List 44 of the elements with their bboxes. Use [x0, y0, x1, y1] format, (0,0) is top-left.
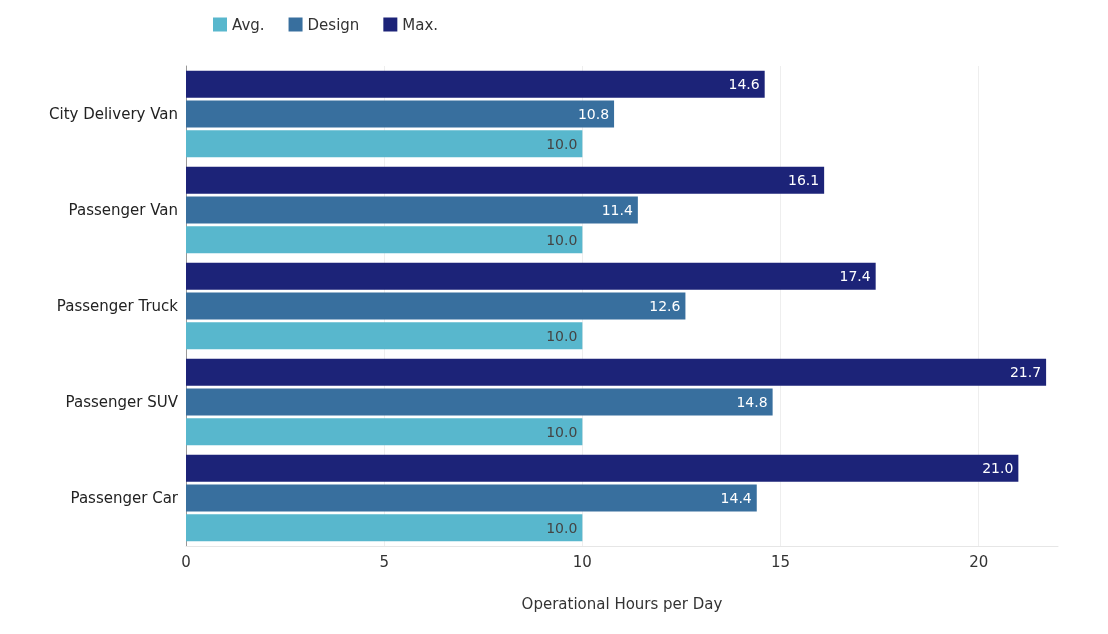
data-label: 11.4 [601, 202, 633, 218]
data-label: 10.0 [546, 423, 578, 440]
x-tick-label: 20 [969, 552, 989, 571]
x-tick-label: 5 [379, 552, 389, 571]
y-tick-label: Passenger Car [70, 489, 179, 507]
x-axis-title: Operational Hours per Day [521, 594, 723, 613]
data-label: 14.8 [736, 394, 768, 410]
y-tick-label: Passenger SUV [65, 393, 179, 411]
x-tick-label: 10 [572, 552, 592, 571]
bar [186, 292, 686, 320]
data-label: 12.6 [649, 298, 681, 314]
data-label: 21.0 [982, 460, 1014, 477]
data-label: 17.4 [839, 268, 871, 285]
bar [186, 418, 583, 446]
data-label: 10.0 [546, 231, 578, 248]
x-tick-label: 15 [771, 552, 791, 571]
bar [186, 226, 583, 254]
bar [186, 454, 1019, 482]
data-label: 10.0 [546, 135, 578, 152]
data-label: 10.0 [546, 519, 578, 536]
y-tick-label: Passenger Van [68, 201, 178, 219]
y-tick-label: City Delivery Van [49, 105, 178, 123]
data-label: 10.8 [577, 106, 610, 122]
legend-label: Design [307, 15, 360, 34]
bar [186, 262, 876, 290]
bar [186, 322, 583, 350]
bar [186, 100, 615, 128]
legend-label: Avg. [232, 15, 265, 34]
x-tick-label: 0 [181, 552, 191, 571]
bar [186, 70, 765, 98]
data-label: 10.0 [546, 327, 578, 344]
bar [186, 166, 825, 194]
legend-label: Max. [402, 15, 439, 34]
data-label: 21.7 [1009, 364, 1042, 381]
bar [186, 196, 638, 224]
bar [186, 130, 583, 158]
y-tick-label: Passenger Truck [56, 297, 179, 315]
data-label: 16.1 [787, 172, 820, 189]
bar [186, 484, 757, 512]
bar [186, 514, 583, 542]
bar [186, 388, 773, 416]
bar [186, 358, 1047, 386]
data-label: 14.4 [720, 490, 752, 506]
data-label: 14.6 [728, 76, 760, 93]
